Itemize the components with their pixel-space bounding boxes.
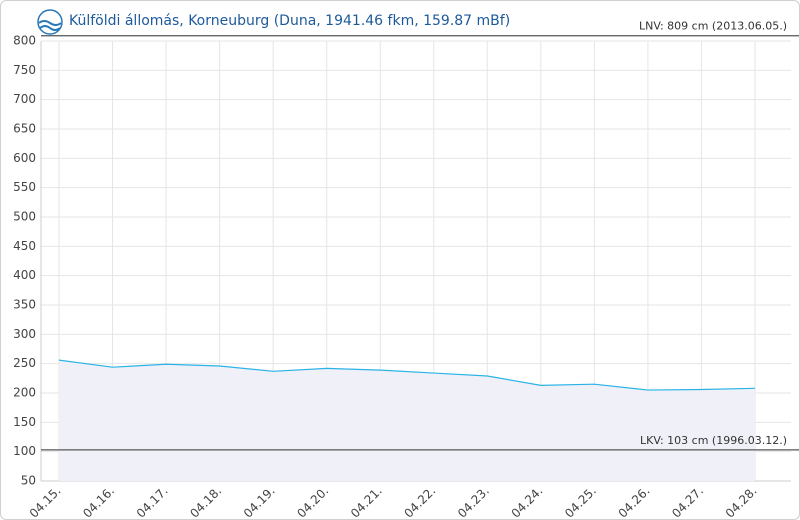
x-tick-label: 04.26.: [616, 484, 653, 519]
y-tick-label: 150: [13, 415, 36, 429]
y-tick-label: 250: [13, 356, 36, 370]
y-tick-label: 500: [13, 210, 36, 224]
x-tick-label: 04.16.: [80, 484, 117, 519]
x-tick-label: 04.25.: [562, 484, 599, 519]
y-tick-label: 200: [13, 386, 36, 400]
x-tick-label: 04.28.: [723, 484, 760, 519]
x-tick-label: 04.24.: [509, 484, 546, 519]
y-tick-label: 300: [13, 327, 36, 341]
line: [58, 359, 756, 391]
x-tick-label: 04.20.: [294, 484, 331, 519]
y-tick-label: 450: [13, 239, 36, 253]
x-tick-label: 04.23.: [455, 484, 492, 519]
y-tick-label: 800: [13, 34, 36, 48]
y-tick-label: 50: [21, 474, 36, 488]
x-tick-label: 04.17.: [134, 484, 171, 519]
x-tick-label: 04.27.: [669, 484, 706, 519]
reference-label: LNV: 809 cm (2013.06.05.): [639, 20, 787, 33]
x-tick-label: 04.15.: [27, 484, 64, 519]
reference-label: LKV: 103 cm (1996.03.12.): [640, 434, 787, 447]
x-tick-label: 04.22.: [401, 484, 438, 519]
y-tick-label: 700: [13, 92, 36, 106]
chart-title: Külföldi állomás, Korneuburg (Duna, 1941…: [69, 13, 510, 29]
y-tick-label: 400: [13, 268, 36, 282]
y-tick-label: 650: [13, 122, 36, 136]
y-tick-label: 750: [13, 63, 36, 77]
x-tick-label: 04.21.: [348, 484, 385, 519]
x-tick-label: 04.18.: [187, 484, 224, 519]
y-tick-label: 350: [13, 298, 36, 312]
y-tick-label: 600: [13, 151, 36, 165]
area: [59, 360, 755, 481]
logo: [37, 9, 63, 35]
y-tick-label: 100: [13, 444, 36, 458]
x-tick-label: 04.19.: [241, 484, 278, 519]
y-tick-label: 550: [13, 180, 36, 194]
